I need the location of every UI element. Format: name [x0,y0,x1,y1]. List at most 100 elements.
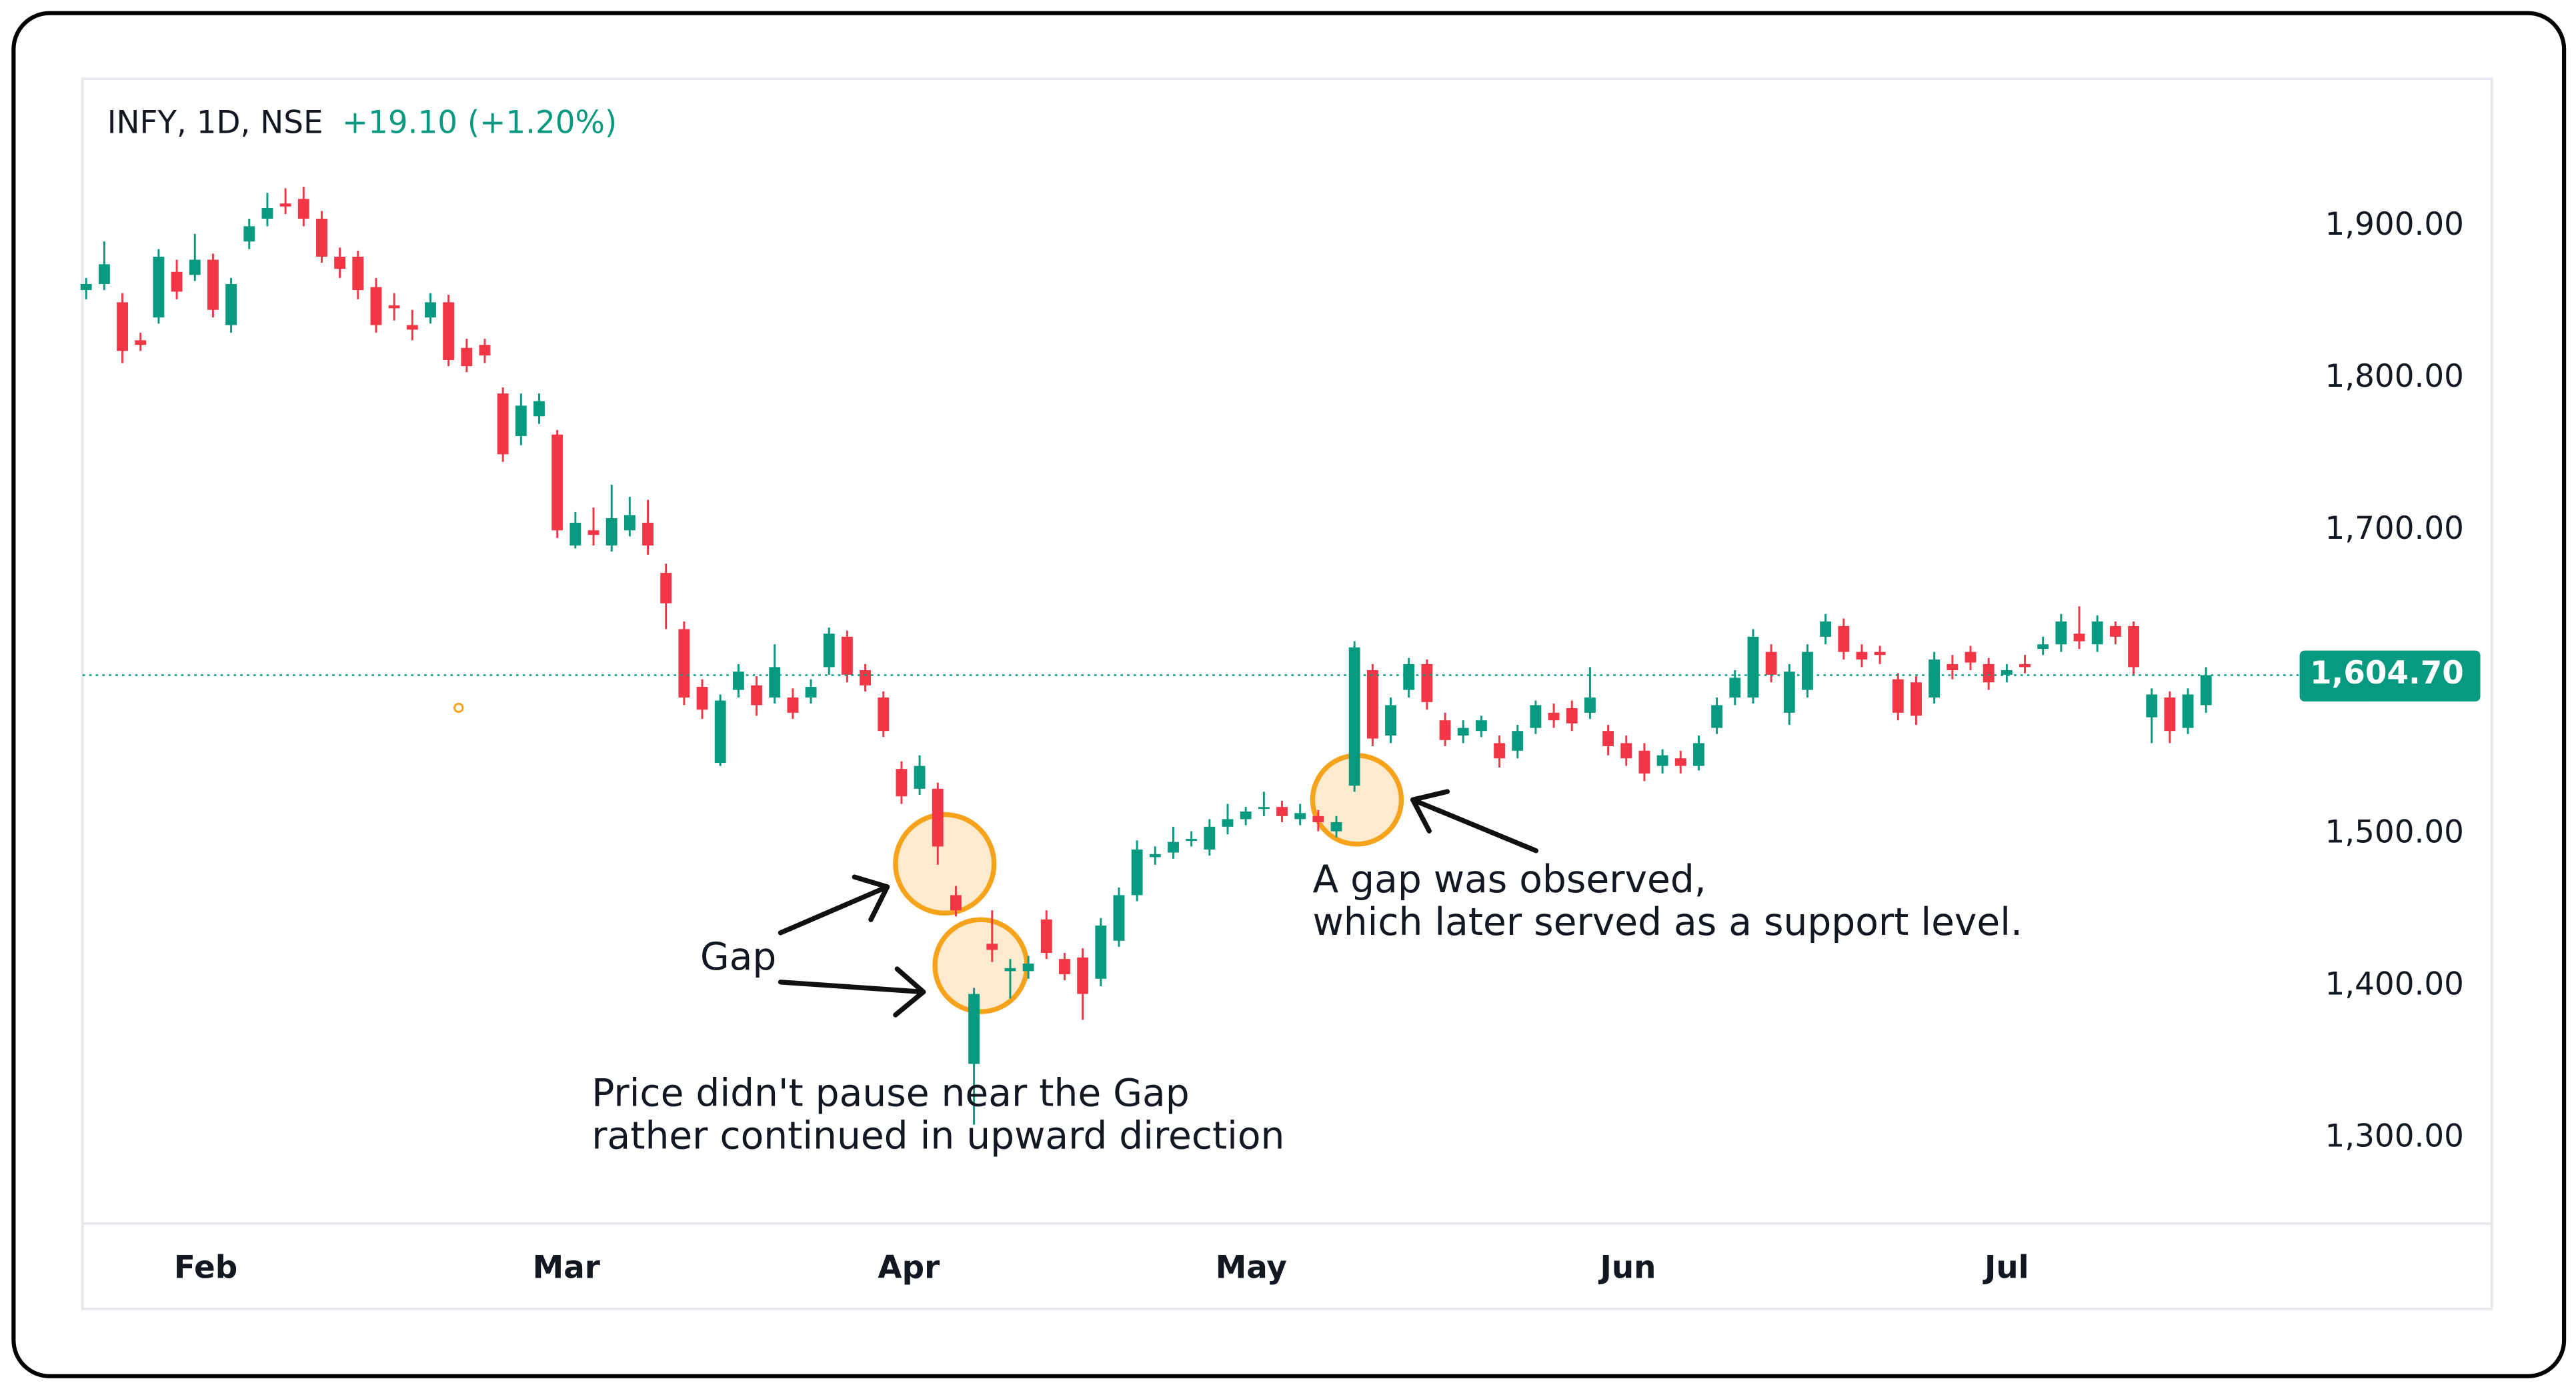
candle-body [316,218,327,257]
candle-body [461,347,473,367]
candle-body [696,687,708,710]
candle-body [1584,698,1596,713]
candle-body [642,522,654,546]
candle-body [1638,750,1650,774]
candle-body [605,518,617,546]
candle-body [1004,968,1016,972]
candle-body [1385,705,1396,736]
candle-body [1366,669,1378,739]
candle-body [80,283,92,291]
candle-body [732,671,744,690]
candle-body [1983,663,1995,683]
candle-body [1802,651,1813,690]
candle-body [1421,663,1433,702]
candle-body [2037,644,2049,649]
candle-body [207,259,219,310]
candle-body [1548,712,1560,721]
candle-body [1186,839,1198,841]
candle-body [261,207,273,219]
candle-body [896,769,908,797]
candle-body [587,530,599,535]
candle-body [1512,731,1524,751]
candle-body [2109,625,2121,637]
candle-body [678,629,690,698]
candle-body [1947,663,1959,670]
candle-body [279,203,291,207]
candle-body [153,256,165,318]
annotation: A gap was observed, [1312,858,1706,902]
candle-body [787,698,799,713]
last-price-label: 1,604.70 [2310,655,2464,691]
y-tick-label: 1,500.00 [2325,815,2464,851]
candle-body [1783,671,1795,713]
x-tick-label: Jun [1598,1250,1656,1286]
candle-body [225,283,237,325]
candle-body [1820,621,1832,637]
y-tick-label: 1,300.00 [2325,1119,2464,1155]
candle-body [1040,919,1052,954]
candle-body [714,700,726,764]
candle-body [2001,669,2013,675]
candle-body [1131,849,1143,896]
candle-body [243,226,255,242]
candle-body [769,667,781,698]
candle-body [406,325,418,330]
candle-body [1856,651,1868,660]
candle-body [1765,651,1777,675]
candle-body [986,944,998,950]
candle-body [1674,758,1686,766]
candle-body [968,994,980,1064]
price-change: +19.10 (+1.20%) [342,105,617,141]
candle-body [1530,705,1542,728]
candle-body [1113,895,1125,941]
candle-body [1656,755,1668,766]
x-tick-label: May [1216,1250,1287,1286]
candle-body [1240,812,1252,820]
candle-body [950,895,962,911]
last-price-badge [2299,650,2481,702]
chart-panel [81,77,2493,1310]
candle-body [751,685,762,706]
candle-body [1475,720,1487,732]
candle-body [1258,807,1270,810]
candle-body [1095,925,1107,979]
arrow [1410,789,1539,854]
candle-body [1838,625,1850,652]
symbol-title: INFY, 1D, NSE [107,105,323,141]
y-tick-label: 1,800.00 [2325,359,2464,395]
candle-body [805,687,817,698]
candle-body [1403,663,1415,690]
gap-circle [932,917,1030,1014]
candle-body [443,302,455,360]
candle-body [841,636,853,675]
candle-body [1077,957,1089,994]
candle-body [1928,659,1941,698]
candle-body [1910,682,1922,716]
candle-body [117,302,128,351]
annotation: rather continued in upward direction [591,1114,1284,1158]
x-tick-label: Apr [878,1250,940,1286]
candle-body [623,515,635,531]
candle-body [1059,959,1070,974]
candle-body [98,264,110,284]
y-tick-label: 1,900.00 [2325,207,2464,243]
candle-body [569,522,581,546]
candle-body [2091,621,2103,645]
candle-body [388,305,400,309]
candle-body [370,287,382,325]
candle-body [1965,651,1977,663]
candle-body [1168,842,1179,853]
y-tick-label: 1,700.00 [2325,511,2464,547]
candle-body [1457,728,1469,736]
candle-body [135,340,147,345]
x-tick-label: Jul [1983,1250,2029,1286]
candle-body [1892,679,1904,713]
candle-body [1222,819,1234,827]
annotation: Price didn't pause near the Gap [591,1071,1189,1115]
candle-body [2146,694,2158,718]
candle-body [1312,816,1324,822]
y-tick-label: 1,400.00 [2325,967,2464,1003]
candle-body [1693,743,1704,766]
candle-body [551,434,563,531]
